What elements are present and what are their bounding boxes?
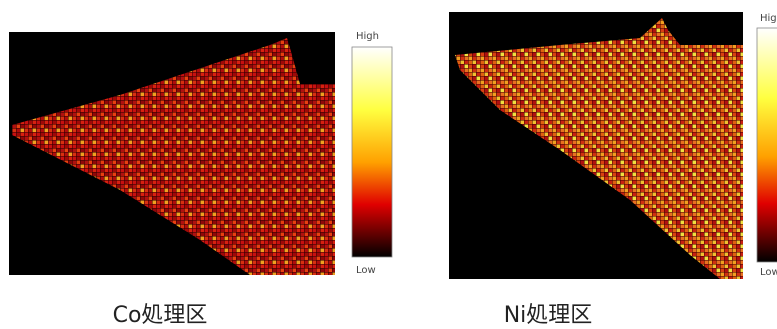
panel-label: Co処理区 <box>113 303 208 328</box>
colorbar <box>352 47 392 257</box>
colorbar-high: High <box>760 13 777 24</box>
panel-label: Ni処理区 <box>504 303 593 328</box>
colorbar-low: Low <box>356 265 376 276</box>
colorbar-low: Low <box>760 267 777 278</box>
colorbar-high: High <box>356 31 379 42</box>
colorbar <box>757 28 777 262</box>
page: High Low Co処理区 High Low Ni処理区 (() => { c… <box>0 0 777 329</box>
figure: High Low Co処理区 High Low Ni処理区 <box>0 0 777 329</box>
